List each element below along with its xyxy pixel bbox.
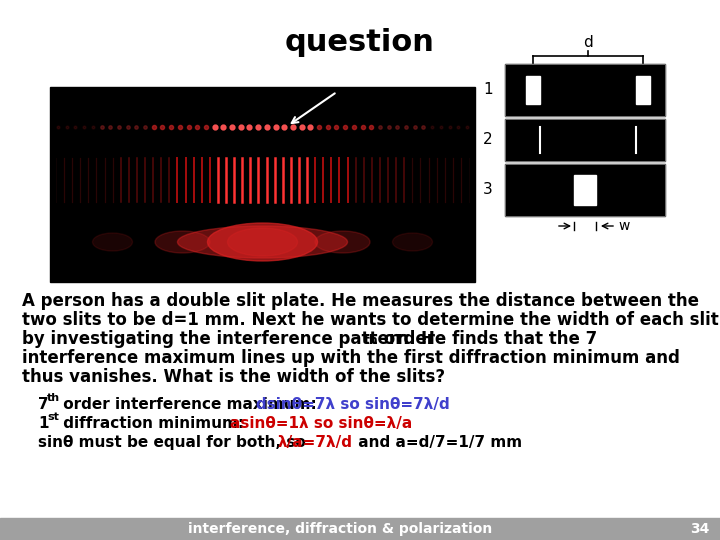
Ellipse shape — [92, 233, 132, 251]
Text: λ/a=7λ/d: λ/a=7λ/d — [278, 435, 353, 450]
Text: 1: 1 — [38, 416, 48, 431]
Bar — [505, 119, 665, 161]
Text: 34: 34 — [690, 522, 710, 536]
Bar — [574, 175, 596, 205]
Text: w: w — [618, 219, 629, 233]
Bar — [505, 164, 665, 216]
Bar — [0, 518, 720, 540]
Bar — [505, 64, 665, 116]
Bar — [526, 76, 540, 104]
Text: by investigating the interference pattern. He finds that the 7: by investigating the interference patter… — [22, 330, 598, 348]
Ellipse shape — [315, 231, 370, 253]
Ellipse shape — [178, 226, 348, 258]
Text: order: order — [378, 330, 435, 348]
Text: A person has a double slit plate. He measures the distance between the: A person has a double slit plate. He mea… — [22, 292, 699, 310]
Bar — [505, 64, 665, 116]
Text: two slits to be d=1 mm. Next he wants to determine the width of each slit: two slits to be d=1 mm. Next he wants to… — [22, 311, 719, 329]
Text: thus vanishes. What is the width of the slits?: thus vanishes. What is the width of the … — [22, 368, 445, 386]
Text: sinθ must be equal for both, so: sinθ must be equal for both, so — [38, 435, 311, 450]
Text: diffraction minimum:: diffraction minimum: — [58, 416, 249, 431]
Text: dsinθ=7λ so sinθ=7λ/d: dsinθ=7λ so sinθ=7λ/d — [256, 397, 450, 412]
Text: 3: 3 — [483, 183, 493, 198]
Bar — [636, 76, 650, 104]
Text: interference maximum lines up with the first diffraction minimum and: interference maximum lines up with the f… — [22, 349, 680, 367]
Text: 7th: 7th — [292, 74, 366, 123]
Text: 1: 1 — [483, 83, 493, 98]
Text: and a=d/7=1/7 mm: and a=d/7=1/7 mm — [353, 435, 522, 450]
Bar — [505, 119, 665, 161]
Text: th: th — [47, 393, 60, 403]
Text: asinθ=1λ so sinθ=λ/a: asinθ=1λ so sinθ=λ/a — [230, 416, 413, 431]
Text: interference, diffraction & polarization: interference, diffraction & polarization — [188, 522, 492, 536]
Ellipse shape — [155, 231, 210, 253]
Text: th: th — [364, 334, 379, 347]
Bar — [505, 164, 665, 216]
Text: 7: 7 — [38, 397, 49, 412]
Text: order interference maximum:: order interference maximum: — [58, 397, 322, 412]
Ellipse shape — [228, 228, 297, 256]
Ellipse shape — [392, 233, 433, 251]
Bar — [50, 87, 475, 282]
Text: d: d — [583, 35, 593, 50]
Text: st: st — [47, 412, 59, 422]
Text: 2: 2 — [483, 132, 493, 147]
Text: question: question — [285, 28, 435, 57]
Ellipse shape — [207, 223, 318, 261]
